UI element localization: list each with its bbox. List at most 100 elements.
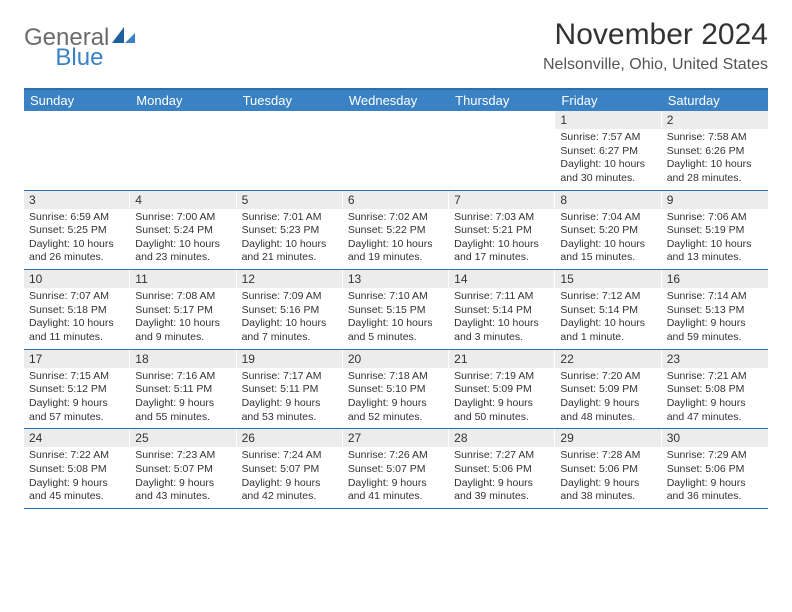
day-number: 4 [130,191,235,209]
sunset-text: Sunset: 5:09 PM [560,383,655,397]
day-cell: 10Sunrise: 7:07 AMSunset: 5:18 PMDayligh… [24,270,130,349]
day-number: 28 [449,429,554,447]
dow-cell: Friday [555,90,661,111]
day-body: Sunrise: 7:20 AMSunset: 5:09 PMDaylight:… [555,368,660,429]
sunset-text: Sunset: 5:07 PM [348,463,443,477]
sunset-text: Sunset: 5:12 PM [29,383,124,397]
day-body: Sunrise: 7:23 AMSunset: 5:07 PMDaylight:… [130,447,235,508]
day-number: 1 [555,111,660,129]
day-cell: 4Sunrise: 7:00 AMSunset: 5:24 PMDaylight… [130,191,236,270]
day-cell: 8Sunrise: 7:04 AMSunset: 5:20 PMDaylight… [555,191,661,270]
day-cell: . [343,111,449,190]
header: General Blue November 2024 Nelsonville, … [24,18,768,74]
daylight-text: Daylight: 10 hours and 17 minutes. [454,238,549,265]
day-number: 2 [662,111,768,129]
day-cell: 18Sunrise: 7:16 AMSunset: 5:11 PMDayligh… [130,350,236,429]
day-cell: 2Sunrise: 7:58 AMSunset: 6:26 PMDaylight… [662,111,768,190]
daylight-text: Daylight: 9 hours and 50 minutes. [454,397,549,424]
sunset-text: Sunset: 5:20 PM [560,224,655,238]
day-body: Sunrise: 7:24 AMSunset: 5:07 PMDaylight:… [237,447,342,508]
sunrise-text: Sunrise: 6:59 AM [29,211,124,225]
day-number: 24 [24,429,129,447]
sunrise-text: Sunrise: 7:26 AM [348,449,443,463]
day-body: Sunrise: 7:06 AMSunset: 5:19 PMDaylight:… [662,209,768,270]
sunset-text: Sunset: 5:21 PM [454,224,549,238]
sunset-text: Sunset: 5:14 PM [454,304,549,318]
sunset-text: Sunset: 5:06 PM [560,463,655,477]
week-row: .....1Sunrise: 7:57 AMSunset: 6:27 PMDay… [24,111,768,191]
day-cell: 11Sunrise: 7:08 AMSunset: 5:17 PMDayligh… [130,270,236,349]
sunrise-text: Sunrise: 7:02 AM [348,211,443,225]
dow-cell: Monday [130,90,236,111]
day-number: 9 [662,191,768,209]
sunrise-text: Sunrise: 7:16 AM [135,370,230,384]
sunrise-text: Sunrise: 7:58 AM [667,131,763,145]
day-body: Sunrise: 7:01 AMSunset: 5:23 PMDaylight:… [237,209,342,270]
week-row: 10Sunrise: 7:07 AMSunset: 5:18 PMDayligh… [24,270,768,350]
sunset-text: Sunset: 5:25 PM [29,224,124,238]
day-cell: 21Sunrise: 7:19 AMSunset: 5:09 PMDayligh… [449,350,555,429]
sunset-text: Sunset: 5:19 PM [667,224,763,238]
day-cell: 24Sunrise: 7:22 AMSunset: 5:08 PMDayligh… [24,429,130,508]
sunrise-text: Sunrise: 7:29 AM [667,449,763,463]
sunset-text: Sunset: 5:11 PM [135,383,230,397]
sunrise-text: Sunrise: 7:24 AM [242,449,337,463]
day-body: Sunrise: 7:11 AMSunset: 5:14 PMDaylight:… [449,288,554,349]
day-body: Sunrise: 7:02 AMSunset: 5:22 PMDaylight:… [343,209,448,270]
day-cell: 20Sunrise: 7:18 AMSunset: 5:10 PMDayligh… [343,350,449,429]
sunrise-text: Sunrise: 7:23 AM [135,449,230,463]
daylight-text: Daylight: 10 hours and 3 minutes. [454,317,549,344]
sunrise-text: Sunrise: 7:00 AM [135,211,230,225]
day-body: Sunrise: 7:58 AMSunset: 6:26 PMDaylight:… [662,129,768,190]
brand-logo: General Blue [24,24,187,52]
sunset-text: Sunset: 5:24 PM [135,224,230,238]
day-body: Sunrise: 6:59 AMSunset: 5:25 PMDaylight:… [24,209,129,270]
day-number: 10 [24,270,129,288]
day-body: Sunrise: 7:16 AMSunset: 5:11 PMDaylight:… [130,368,235,429]
sunrise-text: Sunrise: 7:04 AM [560,211,655,225]
daylight-text: Daylight: 9 hours and 43 minutes. [135,477,230,504]
sunset-text: Sunset: 5:06 PM [667,463,763,477]
sunset-text: Sunset: 6:27 PM [560,145,655,159]
sunset-text: Sunset: 5:23 PM [242,224,337,238]
sunrise-text: Sunrise: 7:18 AM [348,370,443,384]
week-row: 17Sunrise: 7:15 AMSunset: 5:12 PMDayligh… [24,350,768,430]
daylight-text: Daylight: 10 hours and 7 minutes. [242,317,337,344]
day-cell: 26Sunrise: 7:24 AMSunset: 5:07 PMDayligh… [237,429,343,508]
sunset-text: Sunset: 6:26 PM [667,145,763,159]
day-number: 7 [449,191,554,209]
day-body: Sunrise: 7:09 AMSunset: 5:16 PMDaylight:… [237,288,342,349]
day-number: 30 [662,429,768,447]
daylight-text: Daylight: 9 hours and 57 minutes. [29,397,124,424]
day-body: Sunrise: 7:08 AMSunset: 5:17 PMDaylight:… [130,288,235,349]
day-body: Sunrise: 7:28 AMSunset: 5:06 PMDaylight:… [555,447,660,508]
daylight-text: Daylight: 10 hours and 5 minutes. [348,317,443,344]
sunset-text: Sunset: 5:09 PM [454,383,549,397]
dow-cell: Wednesday [343,90,449,111]
day-body: Sunrise: 7:22 AMSunset: 5:08 PMDaylight:… [24,447,129,508]
daylight-text: Daylight: 9 hours and 42 minutes. [242,477,337,504]
day-body: Sunrise: 7:27 AMSunset: 5:06 PMDaylight:… [449,447,554,508]
day-cell: 7Sunrise: 7:03 AMSunset: 5:21 PMDaylight… [449,191,555,270]
day-body: Sunrise: 7:26 AMSunset: 5:07 PMDaylight:… [343,447,448,508]
day-number: 11 [130,270,235,288]
daylight-text: Daylight: 9 hours and 55 minutes. [135,397,230,424]
day-number: 18 [130,350,235,368]
day-cell: 15Sunrise: 7:12 AMSunset: 5:14 PMDayligh… [555,270,661,349]
day-cell: 14Sunrise: 7:11 AMSunset: 5:14 PMDayligh… [449,270,555,349]
sunset-text: Sunset: 5:22 PM [348,224,443,238]
dow-cell: Tuesday [237,90,343,111]
sunrise-text: Sunrise: 7:17 AM [242,370,337,384]
day-cell: 19Sunrise: 7:17 AMSunset: 5:11 PMDayligh… [237,350,343,429]
day-body: Sunrise: 7:07 AMSunset: 5:18 PMDaylight:… [24,288,129,349]
daylight-text: Daylight: 9 hours and 39 minutes. [454,477,549,504]
day-cell: 22Sunrise: 7:20 AMSunset: 5:09 PMDayligh… [555,350,661,429]
day-cell: . [130,111,236,190]
sunset-text: Sunset: 5:07 PM [242,463,337,477]
sunset-text: Sunset: 5:17 PM [135,304,230,318]
daylight-text: Daylight: 10 hours and 13 minutes. [667,238,763,265]
week-row: 24Sunrise: 7:22 AMSunset: 5:08 PMDayligh… [24,429,768,509]
calendar: SundayMondayTuesdayWednesdayThursdayFrid… [24,88,768,509]
sunset-text: Sunset: 5:16 PM [242,304,337,318]
dow-cell: Saturday [662,90,768,111]
